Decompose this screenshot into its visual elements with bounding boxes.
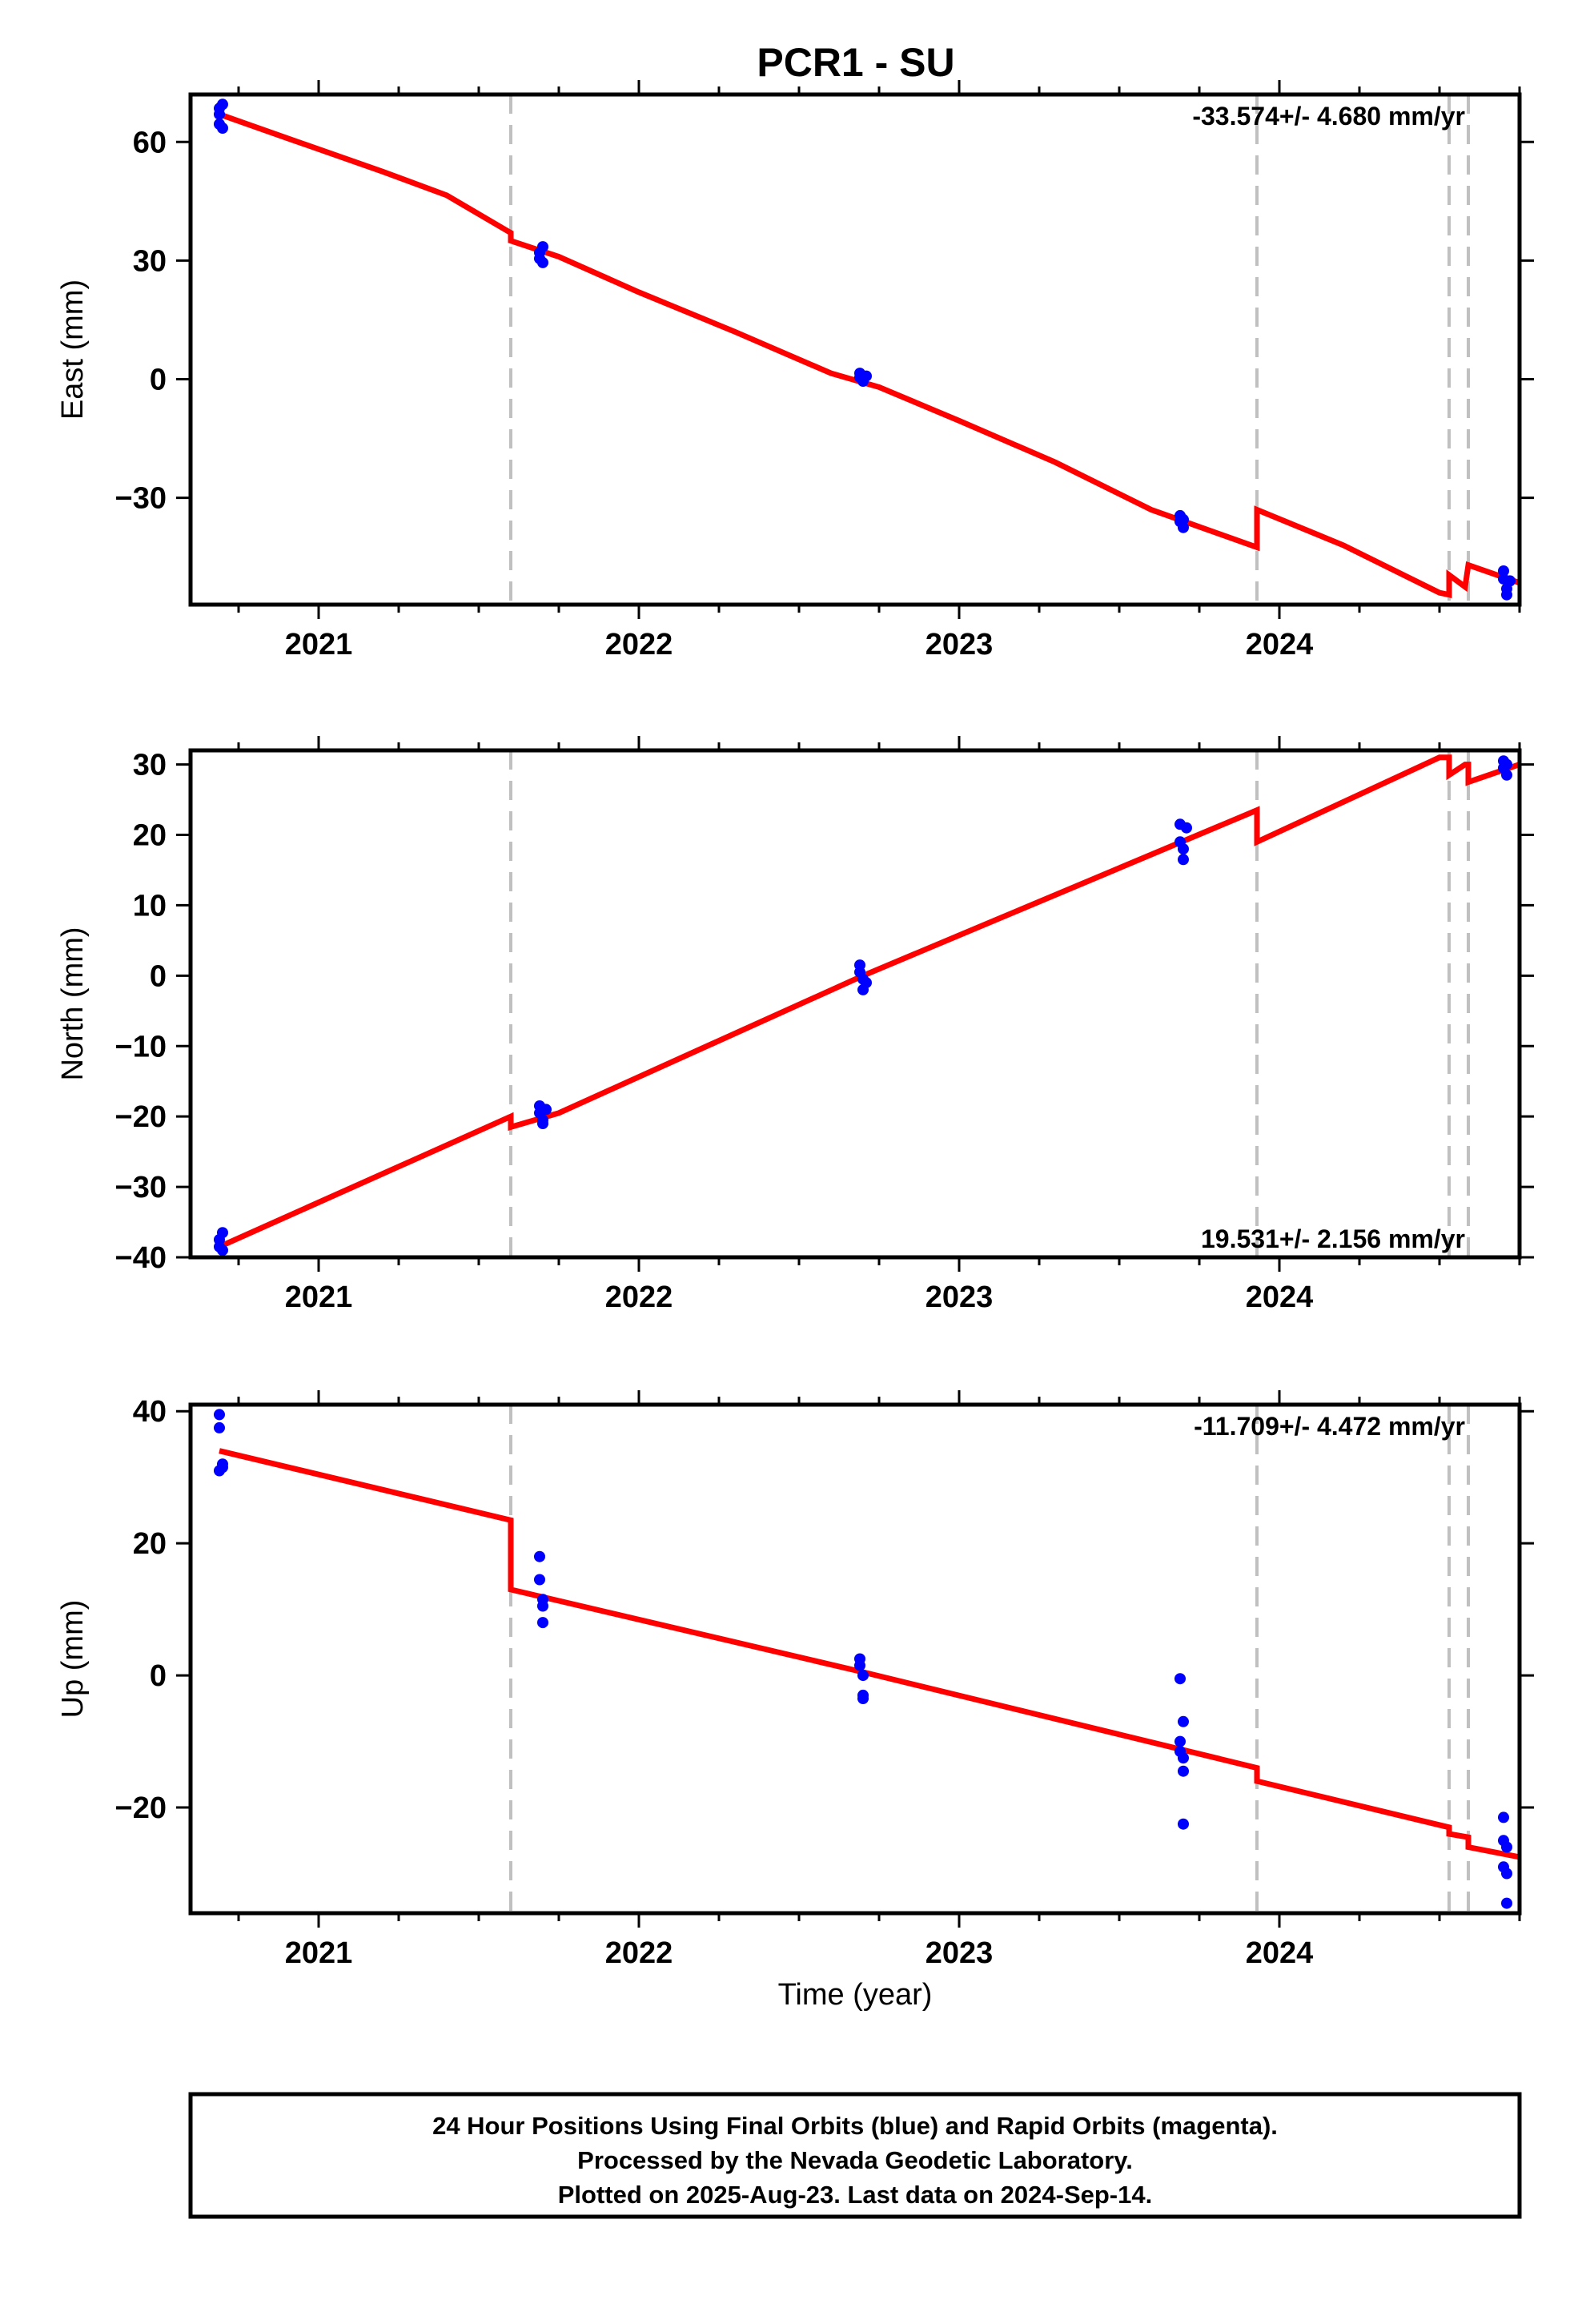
east-data-point-17 — [1178, 521, 1189, 533]
up-data-point-2 — [214, 1421, 225, 1433]
x-axis-title: Time (year) — [778, 1978, 933, 2012]
north-plot-frame — [188, 748, 1522, 1260]
north-data-point-4 — [217, 1227, 228, 1239]
up-rate-label: -11.709+/- 4.472 mm/yr — [1194, 1412, 1465, 1441]
up-x-tick-label-2021: 2021 — [285, 1936, 353, 1970]
east-data-point-19 — [1498, 565, 1509, 577]
up-data-point-15 — [857, 1693, 869, 1704]
up-model-line — [219, 1448, 1520, 1860]
up-data-point-12 — [854, 1659, 865, 1671]
north-y-tick-label: −20 — [115, 1100, 167, 1134]
east-y-tick-label: 0 — [150, 364, 167, 397]
north-data-point-3 — [217, 1244, 228, 1256]
east-x-tick-label-2021: 2021 — [285, 628, 353, 661]
north-y-tick-label: −30 — [115, 1171, 167, 1204]
up-y-axis-title: Up (mm) — [56, 1600, 90, 1719]
up-data-point-10 — [537, 1617, 548, 1629]
east-rate-label: -33.574+/- 4.680 mm/yr — [1192, 102, 1465, 131]
north-x-tick-label-2021: 2021 — [285, 1281, 353, 1314]
panels-group: 2021 2022 2023 2024 60 30 0 −30 East (mm) -33.574… — [56, 80, 1534, 1970]
up-data-point-5 — [217, 1458, 228, 1470]
east-data-point-18 — [1178, 513, 1189, 525]
up-data-point-7 — [534, 1574, 545, 1586]
up-data-point-21 — [1178, 1765, 1189, 1777]
up-data-point-20 — [1178, 1752, 1189, 1764]
north-y-tick-label: 10 — [133, 889, 167, 923]
north-data-point-23 — [1501, 758, 1512, 770]
up-data-point-28 — [1501, 1897, 1512, 1909]
up-data-point-22 — [1178, 1818, 1189, 1830]
up-x-tick-label-2023: 2023 — [926, 1936, 994, 1970]
east-x-tick-label-2023: 2023 — [926, 628, 994, 661]
up-y-tick-label: 20 — [133, 1527, 167, 1561]
east-y-tick-label: −30 — [115, 482, 167, 516]
east-x-tick-label-2022: 2022 — [605, 628, 673, 661]
north-y-tick-label: −10 — [115, 1030, 167, 1063]
north-x-tick-label-2024: 2024 — [1246, 1281, 1314, 1314]
north-data-point-18 — [1178, 854, 1189, 866]
north-data-point-17 — [1178, 843, 1189, 855]
up-y-tick-label: 0 — [150, 1659, 167, 1693]
east-data-point-8 — [537, 256, 548, 268]
up-data-point-1 — [214, 1409, 225, 1421]
figure-title: PCR1 - SU — [757, 40, 954, 85]
north-x-tick-label-2023: 2023 — [926, 1281, 994, 1314]
up-data-point-23 — [1498, 1811, 1509, 1823]
east-data-point-5 — [217, 99, 228, 111]
east-data-point-22 — [1501, 589, 1512, 601]
up-y-tick-label: −20 — [115, 1791, 167, 1825]
up-x-tick-label-2024: 2024 — [1246, 1936, 1314, 1970]
east-data-point-14 — [861, 370, 872, 382]
panel-east: 2021 2022 2023 2024 60 30 0 −30 East (mm) -33.574… — [56, 80, 1534, 661]
up-data-point-26 — [1501, 1841, 1512, 1853]
east-y-axis-title: East (mm) — [56, 279, 90, 420]
east-y-tick-label: 30 — [133, 244, 167, 278]
up-plot-frame — [188, 1402, 1522, 1916]
up-y-tick-label: 40 — [133, 1395, 167, 1429]
north-y-tick-label: 30 — [133, 749, 167, 782]
north-y-tick-label: −40 — [115, 1241, 167, 1275]
east-plot-frame — [188, 92, 1522, 607]
up-data-point-17 — [1178, 1715, 1189, 1727]
up-data-point-6 — [534, 1550, 545, 1562]
north-data-point-22 — [1501, 769, 1512, 781]
east-data-point-4 — [217, 123, 228, 134]
up-data-point-9 — [537, 1600, 548, 1612]
north-x-tick-label-2022: 2022 — [605, 1281, 673, 1314]
north-data-point-9 — [540, 1104, 552, 1116]
footer-box: 24 Hour Positions Using Final Orbits (bl… — [188, 2092, 1522, 2219]
footer-line-3: Plotted on 2025-Aug-23. Last data on 202… — [558, 2181, 1152, 2209]
up-data-point-13 — [857, 1670, 869, 1682]
north-y-tick-label: 20 — [133, 819, 167, 853]
east-data-point-23 — [1504, 575, 1516, 587]
panel-up: 2021 2022 2023 2024 40 20 0 −20 Up (mm) -11.709+/… — [56, 1390, 1534, 1970]
north-model-line — [218, 754, 1521, 1249]
footer-frame — [188, 2092, 1522, 2219]
north-data-point-8 — [537, 1118, 548, 1129]
east-y-tick-label: 60 — [133, 126, 167, 159]
up-data-point-16 — [1174, 1673, 1186, 1685]
footer-line-1: 24 Hour Positions Using Final Orbits (bl… — [432, 2112, 1278, 2140]
east-model-line — [218, 111, 1521, 599]
panel-north: 2021 2022 2023 2024 30 20 10 0 −10 −20 −30 −40 North… — [56, 736, 1534, 1314]
north-y-tick-label: 0 — [150, 959, 167, 993]
footer-line-2: Processed by the Nevada Geodetic Laborat… — [577, 2146, 1133, 2174]
north-rate-label: 19.531+/- 2.156 mm/yr — [1201, 1224, 1465, 1253]
up-data-point-27 — [1501, 1868, 1512, 1880]
east-data-point-2 — [214, 108, 225, 120]
up-x-tick-label-2022: 2022 — [605, 1936, 673, 1970]
up-data-point-18 — [1174, 1735, 1186, 1747]
north-y-axis-title: North (mm) — [56, 927, 90, 1080]
north-data-point-19 — [1181, 822, 1192, 834]
east-data-point-9 — [537, 241, 548, 253]
north-data-point-14 — [861, 977, 872, 989]
east-x-tick-label-2024: 2024 — [1246, 628, 1314, 661]
